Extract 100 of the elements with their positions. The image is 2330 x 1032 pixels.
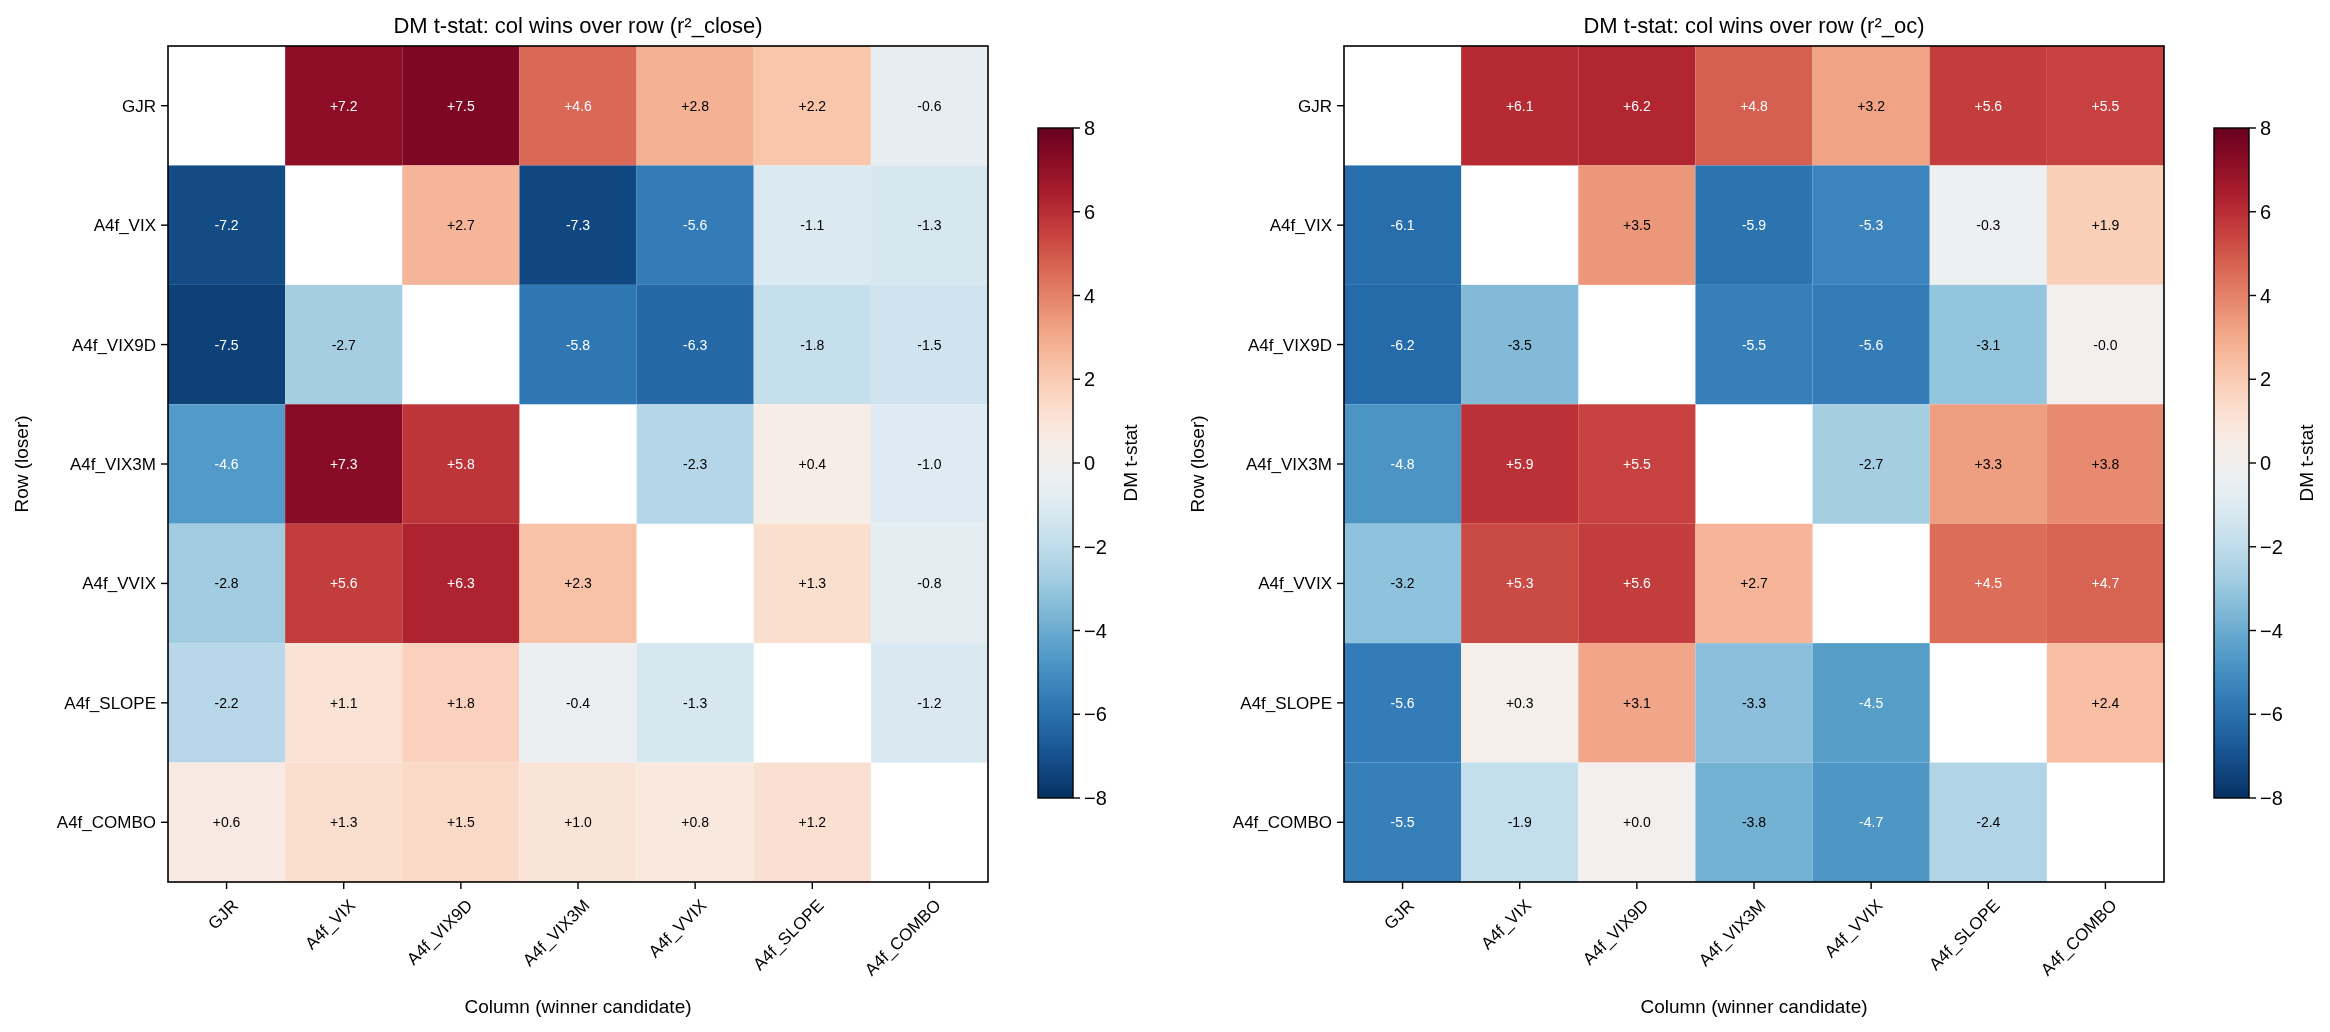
data-label: -1.9 [1507, 814, 1532, 831]
y-tick-label: A4f_COMBO [1232, 812, 1332, 832]
data-label: -5.3 [1859, 217, 1884, 234]
color-bar-label: 6 [2260, 200, 2272, 223]
data-label: -0.0 [2093, 336, 2118, 353]
y-tick-label: A4f_SLOPE [64, 693, 156, 713]
y-tick-label: A4f_VIX [1269, 215, 1332, 235]
data-label: +2.8 [681, 97, 710, 114]
data-label: -1.5 [917, 336, 942, 353]
data-label: -3.3 [1741, 694, 1767, 711]
x-tick-label: GJR [204, 895, 242, 934]
data-label: -1.1 [800, 217, 825, 234]
x-axis-title: Column (winner candidate) [1640, 996, 1868, 1017]
data-label: -2.7 [1859, 456, 1884, 472]
data-label: +2.3 [564, 575, 593, 592]
data-label: +1.9 [2091, 217, 2120, 234]
y-tick-label: A4f_SLOPE [1240, 693, 1332, 713]
data-label: +5.5 [2091, 97, 2120, 114]
data-label: +0.4 [798, 456, 827, 472]
data-label: -5.6 [1859, 336, 1884, 353]
data-label: -0.4 [565, 694, 591, 711]
data-label: +2.2 [798, 97, 827, 114]
data-label: +5.6 [329, 575, 358, 592]
data-label: -5.9 [1741, 217, 1767, 234]
color-bar-label: −2 [1084, 535, 1107, 558]
color-bar-label: −4 [2260, 619, 2283, 642]
data-label: -3.5 [1507, 336, 1532, 353]
color-bar-label: 0 [1084, 452, 1096, 474]
data-label: +7.5 [447, 97, 475, 114]
data-label: +1.5 [447, 814, 475, 831]
data-label: -3.1 [1976, 336, 2001, 353]
y-tick-label: A4f_VVIX [1258, 573, 1332, 593]
data-label: -5.6 [683, 217, 708, 234]
data-label: +3.8 [2091, 456, 2120, 472]
y-tick-label: GJR [1298, 96, 1332, 116]
data-label: +1.3 [798, 575, 827, 592]
data-label: -1.3 [683, 694, 708, 711]
data-label: +1.1 [329, 694, 358, 711]
data-label: -4.5 [1859, 694, 1884, 711]
data-label: -6.2 [1390, 336, 1415, 353]
color-bar-label: −8 [1084, 787, 1107, 809]
data-label: +3.3 [1974, 456, 2003, 472]
data-label: +7.2 [329, 97, 358, 114]
data-label: +6.1 [1505, 97, 1534, 114]
data-label: +2.7 [447, 217, 475, 234]
data-label: -4.7 [1859, 814, 1884, 831]
color-bar-label: −6 [2260, 703, 2283, 726]
data-label: -0.6 [917, 97, 942, 114]
color-bar-title: DM t-stat [1120, 423, 1141, 502]
color-bar-label: −2 [2260, 535, 2283, 558]
data-label: +0.3 [1505, 694, 1534, 711]
color-bar-label: 8 [2260, 117, 2272, 139]
x-axis-title: Column (winner candidate) [464, 996, 692, 1017]
y-tick-label: A4f_VVIX [82, 573, 156, 593]
data-label: +6.3 [447, 575, 475, 592]
data-label: +4.7 [2091, 575, 2120, 592]
color-bar-label: −4 [1084, 619, 1107, 642]
color-bar-label: −6 [1084, 703, 1107, 726]
data-label: +4.6 [564, 97, 593, 114]
y-tick-label: A4f_VIX9D [71, 335, 156, 355]
y-tick-label: A4f_COMBO [56, 812, 156, 832]
data-label: +4.5 [1974, 575, 2003, 592]
chart-title: DM t-stat: col wins over row (r²_oc) [1583, 13, 1925, 38]
y-tick-label: GJR [122, 96, 156, 116]
data-label: -2.3 [683, 456, 708, 472]
color-bar-label: 0 [2260, 452, 2272, 474]
data-label: -6.3 [683, 336, 708, 353]
data-label: -4.8 [1390, 456, 1415, 472]
data-label: +3.2 [1857, 97, 1886, 114]
color-bar-label: 4 [1084, 284, 1096, 307]
data-label: -0.3 [1976, 217, 2001, 234]
data-label: +2.4 [2091, 694, 2120, 711]
color-bar-label: 6 [1084, 200, 1096, 223]
data-label: +1.8 [447, 694, 475, 711]
data-label: +2.7 [1740, 575, 1769, 592]
data-label: -7.5 [214, 336, 239, 353]
data-label: +5.6 [1974, 97, 2003, 114]
data-label: +1.2 [798, 814, 827, 831]
chart-title: DM t-stat: col wins over row (r²_close) [393, 13, 763, 38]
color-bar-title: DM t-stat [2296, 423, 2317, 502]
color-bar-label: 8 [1084, 117, 1096, 139]
data-label: +1.0 [564, 814, 593, 831]
data-label: -5.5 [1390, 814, 1415, 831]
data-label: -5.6 [1390, 694, 1415, 711]
data-label: -2.2 [214, 694, 239, 711]
data-label: +4.8 [1740, 97, 1769, 114]
data-label: +5.3 [1505, 575, 1534, 592]
data-label: +1.3 [329, 814, 358, 831]
y-axis-title: Row (loser) [1187, 415, 1208, 513]
data-label: -1.2 [917, 694, 942, 711]
data-label: +3.1 [1623, 694, 1651, 711]
color-bar-label: −8 [2260, 787, 2283, 809]
data-label: +0.6 [212, 814, 241, 831]
data-label: -3.8 [1741, 814, 1767, 831]
y-tick-label: A4f_VIX9D [1247, 335, 1332, 355]
data-label: +5.8 [447, 456, 475, 472]
color-bar-label: 2 [2260, 368, 2272, 391]
data-label: +6.2 [1623, 97, 1651, 114]
data-label: -5.8 [565, 336, 591, 353]
data-label: -2.7 [331, 336, 356, 353]
